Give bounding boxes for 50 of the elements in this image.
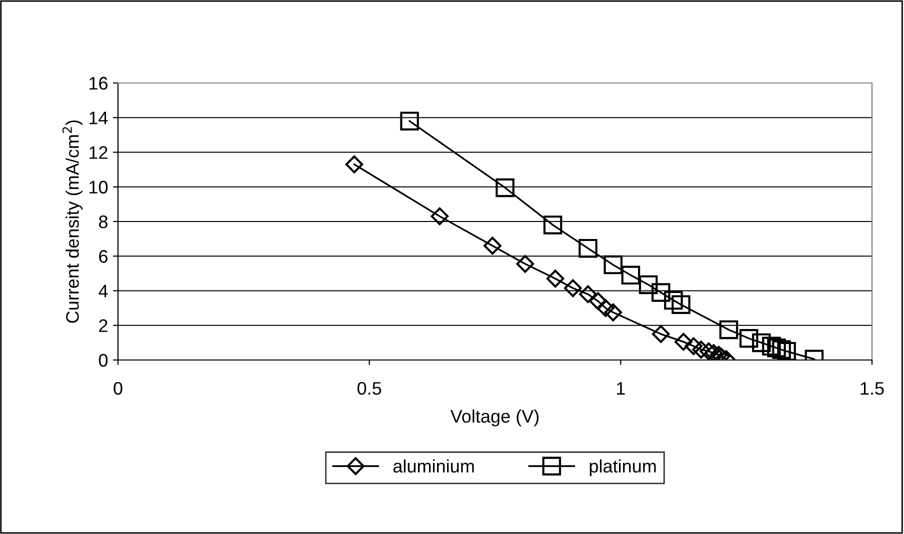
point <box>762 336 781 356</box>
x-tick-label: 1 <box>617 382 625 395</box>
y-tick-label: 12 <box>90 146 108 159</box>
point <box>664 290 683 310</box>
point <box>484 236 502 255</box>
point <box>638 275 658 294</box>
point <box>684 337 702 356</box>
point <box>516 255 534 273</box>
x-tick-label: 1.5 <box>860 382 884 395</box>
y-tick-label: 16 <box>90 76 108 90</box>
point <box>652 325 670 343</box>
point <box>546 270 564 288</box>
point <box>772 340 791 359</box>
point <box>652 283 670 302</box>
legend-label: platinum <box>590 459 656 476</box>
y-tick-label: 10 <box>90 180 108 194</box>
point <box>672 295 690 314</box>
point <box>564 279 582 298</box>
point <box>719 320 738 340</box>
point <box>579 285 597 304</box>
point <box>430 207 449 226</box>
point <box>674 332 692 351</box>
point <box>777 342 796 360</box>
y-tick-label: 0 <box>98 354 108 367</box>
y-tick-label: 2 <box>99 319 108 332</box>
point <box>496 178 514 198</box>
point <box>700 342 718 360</box>
point <box>704 344 723 360</box>
y-tick-label: 14 <box>90 112 108 124</box>
point <box>345 155 364 174</box>
point <box>752 333 771 352</box>
point <box>739 328 758 348</box>
x-tick-label: 0 <box>114 382 122 395</box>
point <box>604 303 622 322</box>
y-tick-label: 6 <box>99 250 108 263</box>
x-tick-label: 0.5 <box>357 382 382 395</box>
legend-label: aluminium <box>393 459 474 473</box>
y-tick-label: 4 <box>98 284 108 298</box>
point <box>578 238 598 258</box>
point <box>621 266 640 285</box>
point <box>767 338 786 358</box>
point <box>543 216 562 234</box>
point <box>400 112 419 130</box>
y-tick-label: 8 <box>99 215 108 228</box>
point <box>596 299 614 317</box>
point <box>589 292 607 310</box>
y-axis-title: Current density (mA/cm$^{2}$) <box>62 120 82 323</box>
point <box>604 255 623 274</box>
point <box>692 340 710 359</box>
x-axis-title: Voltage (V) <box>450 409 539 426</box>
